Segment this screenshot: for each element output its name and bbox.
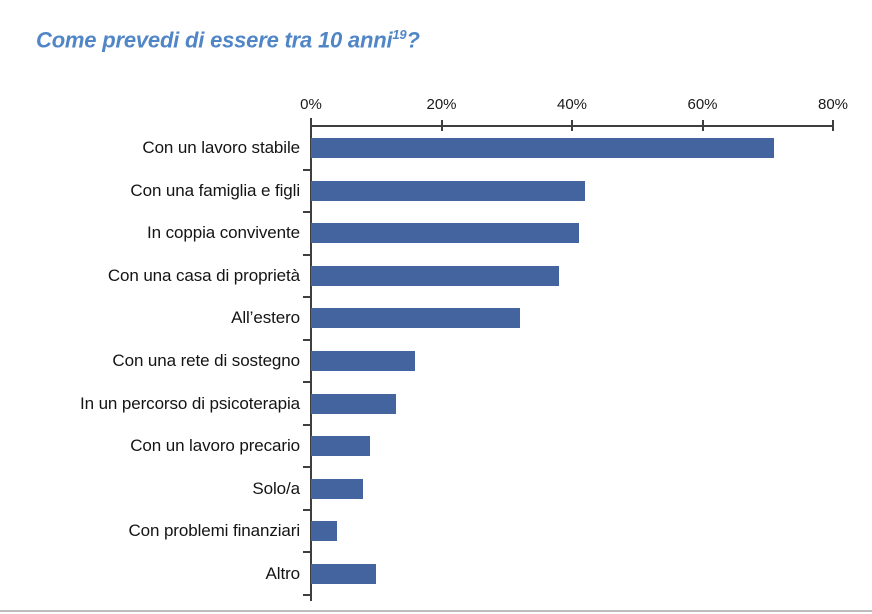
- chart-title-suffix: ?: [406, 27, 420, 53]
- bar-row: [311, 127, 833, 170]
- bar-9: [311, 521, 338, 542]
- x-axis-tick-labels: 0% 20% 40% 60% 80%: [300, 96, 848, 116]
- category-label: Con una casa di proprietà: [107, 265, 300, 285]
- x-tick: [310, 120, 312, 131]
- category-label: Con una rete di sostegno: [112, 351, 300, 370]
- bar-10: [311, 563, 377, 584]
- category-label: In un percorso di psicoterapia: [79, 393, 300, 413]
- bar-row: [311, 382, 833, 425]
- plot-area: [303, 118, 834, 601]
- y-tick: [303, 466, 311, 469]
- category-label: Altro: [265, 563, 301, 583]
- bar-3: [311, 265, 559, 286]
- bar-2: [311, 223, 579, 244]
- category-labels: Con un lavoro stabile Con una famiglia e …: [0, 127, 300, 595]
- bar-row: [311, 425, 833, 468]
- y-tick: [303, 168, 311, 171]
- y-tick: [303, 211, 311, 214]
- y-tick: [303, 338, 311, 341]
- category-label: Solo/a: [252, 478, 300, 498]
- bar-0: [311, 138, 775, 159]
- bar-4: [311, 308, 520, 329]
- chart-title: Come prevedi di essere tra 10 anni19?: [36, 20, 420, 55]
- y-tick: [303, 423, 311, 426]
- bar-row: [311, 510, 833, 553]
- x-tick-label: 20%: [426, 96, 457, 113]
- bar-row: [311, 297, 833, 340]
- y-tick: [303, 253, 311, 256]
- bar-6: [311, 393, 396, 414]
- y-tick: [303, 296, 311, 299]
- x-tick-label: 0%: [300, 96, 322, 113]
- category-label: Con problemi finanziari: [128, 521, 300, 541]
- category-label: Con un lavoro stabile: [142, 138, 300, 158]
- x-tick-label: 80%: [817, 96, 849, 113]
- y-tick: [303, 551, 311, 554]
- bar-7: [311, 436, 370, 457]
- bar-row: [311, 170, 833, 213]
- bar-8: [311, 478, 364, 499]
- bar-row: [311, 340, 833, 383]
- y-tick: [303, 594, 311, 596]
- y-tick: [303, 508, 311, 511]
- x-tick: [701, 120, 704, 131]
- bar-1: [311, 180, 586, 201]
- x-tick-label: 60%: [687, 96, 718, 113]
- bar-row: [311, 467, 833, 510]
- bar-rows: [311, 127, 833, 595]
- category-label: Con un lavoro precario: [130, 436, 300, 456]
- category-label: Con una famiglia e figli: [130, 180, 300, 200]
- category-label: In coppia convivente: [147, 223, 300, 243]
- chart-title-text: Come prevedi di essere tra 10 anni: [36, 27, 393, 53]
- page-bottom-rule: [0, 610, 872, 612]
- x-tick-label: 40%: [556, 96, 588, 113]
- x-tick: [571, 120, 573, 131]
- bar-row: [311, 212, 833, 255]
- chart-title-footnote-ref: 19: [392, 27, 407, 42]
- bar-row: [311, 255, 833, 298]
- x-tick: [440, 120, 443, 131]
- y-tick: [303, 381, 311, 384]
- x-tick: [832, 120, 834, 131]
- category-label: All’estero: [231, 308, 300, 328]
- bar-5: [311, 351, 416, 371]
- bar-row: [311, 552, 833, 595]
